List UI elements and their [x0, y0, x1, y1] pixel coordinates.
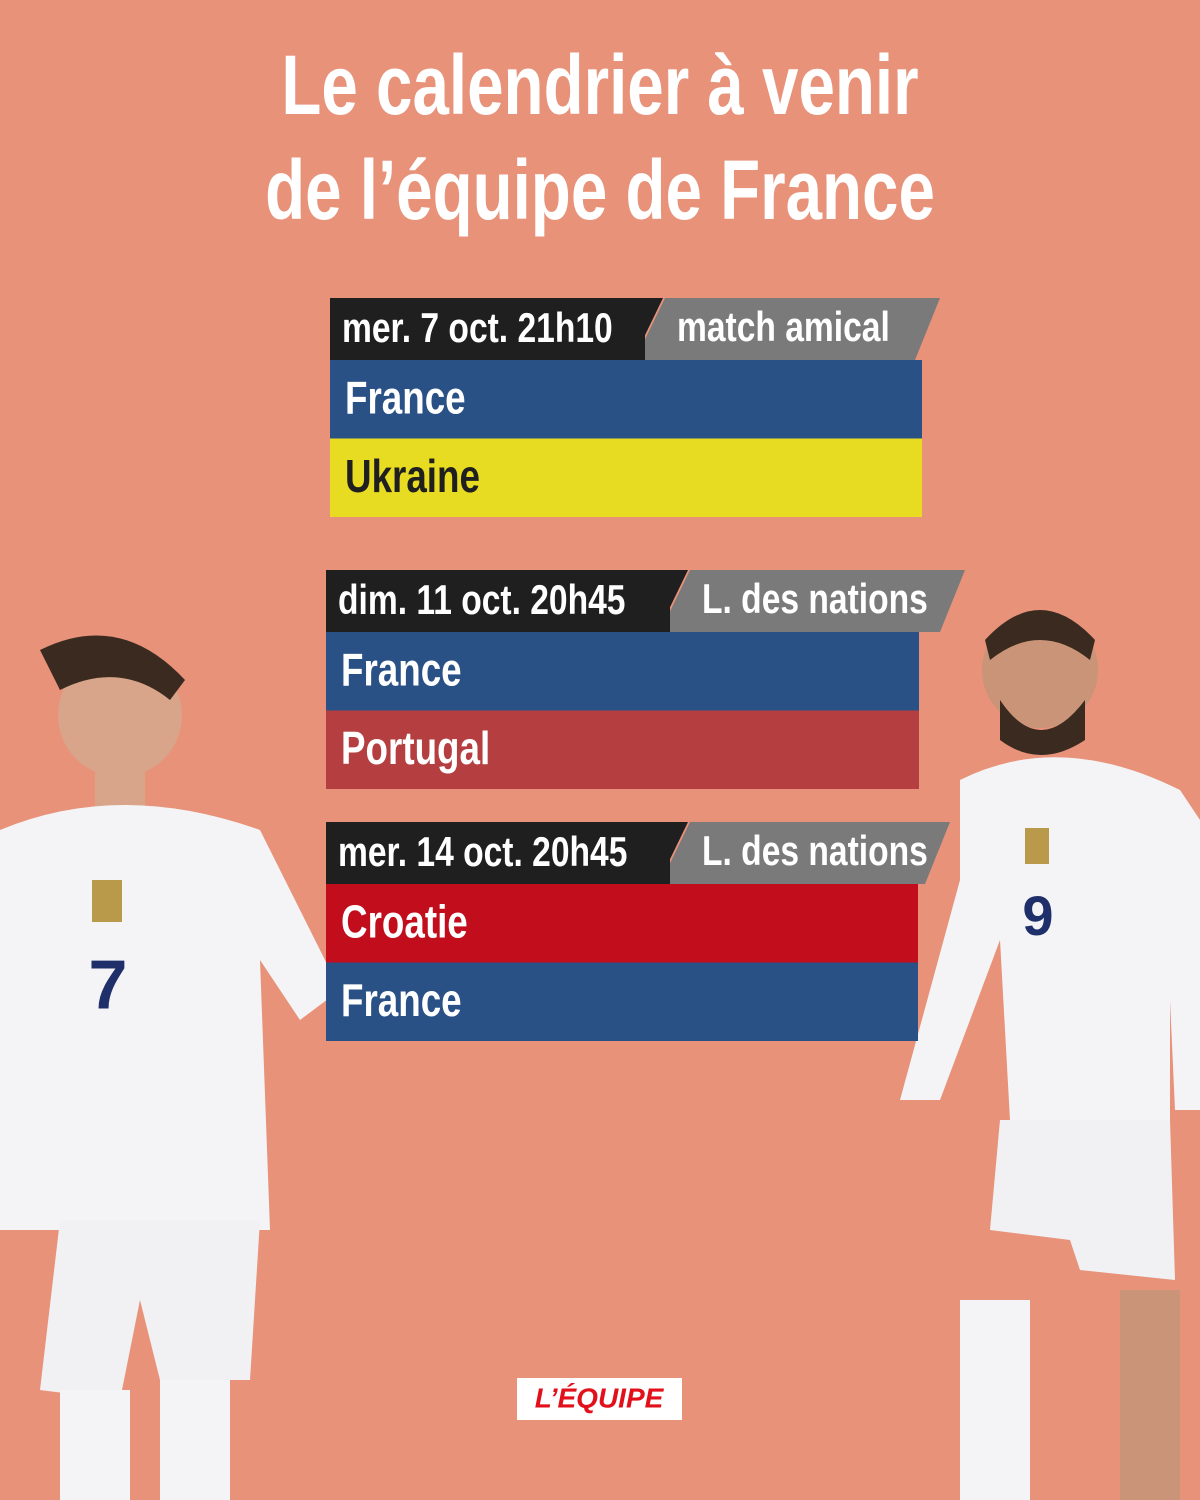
team-row — [330, 360, 922, 439]
match-date: mer. 14 oct. 20h45 — [338, 830, 627, 876]
date-box — [330, 298, 645, 360]
logo-box — [517, 1378, 682, 1420]
match-date: mer. 7 oct. 21h10 — [342, 306, 613, 352]
team-row — [326, 884, 918, 963]
team-name-group: France — [341, 643, 462, 695]
team-row — [330, 438, 922, 517]
team-row — [326, 962, 918, 1041]
team-row — [326, 710, 919, 789]
title-line-group: Le calendrier à venir — [281, 38, 918, 132]
logo-text: L’ÉQUIPE — [535, 1382, 665, 1413]
team-name-group: France — [341, 974, 462, 1026]
logo: L’ÉQUIPE — [517, 1378, 682, 1420]
player-left — [0, 635, 340, 1500]
date-slant — [658, 570, 688, 632]
title-line: Le calendrier à venir — [281, 38, 918, 132]
match-competition: L. des nations — [702, 577, 928, 623]
date-slant — [658, 822, 688, 884]
match-card — [326, 570, 965, 789]
date-box — [326, 570, 670, 632]
team-name: Ukraine — [345, 450, 480, 502]
competition-tab — [660, 570, 965, 632]
match-competition-group: L. des nations — [702, 829, 928, 875]
title-line-group: de l’équipe de France — [265, 143, 935, 237]
team-name: France — [345, 371, 466, 423]
title-line: de l’équipe de France — [265, 143, 935, 237]
date-slant — [633, 298, 663, 360]
team-name-group: Croatie — [341, 895, 468, 947]
match-date-group: dim. 11 oct. 20h45 — [338, 578, 625, 624]
jersey-number: 7 — [89, 945, 128, 1023]
team-name-group: Portugal — [341, 722, 490, 774]
team-name: France — [341, 643, 462, 695]
match-date-group: mer. 7 oct. 21h10 — [342, 306, 613, 352]
team-name: Portugal — [341, 722, 490, 774]
team-row — [326, 632, 919, 711]
jersey-number: 9 — [1022, 884, 1053, 947]
match-competition: match amical — [677, 305, 890, 351]
competition-tab — [660, 822, 950, 884]
player-right — [900, 610, 1200, 1500]
match-competition: L. des nations — [702, 829, 928, 875]
match-competition-group: match amical — [677, 305, 890, 351]
competition-tab — [635, 298, 940, 360]
date-box — [326, 822, 670, 884]
team-name-group: France — [345, 371, 466, 423]
match-competition-group: L. des nations — [702, 577, 928, 623]
match-card — [330, 298, 940, 517]
match-date: dim. 11 oct. 20h45 — [338, 578, 625, 624]
team-name: Croatie — [341, 895, 468, 947]
match-card — [326, 822, 950, 1041]
match-date-group: mer. 14 oct. 20h45 — [338, 830, 627, 876]
team-name-group: Ukraine — [345, 450, 480, 502]
team-name: France — [341, 974, 462, 1026]
